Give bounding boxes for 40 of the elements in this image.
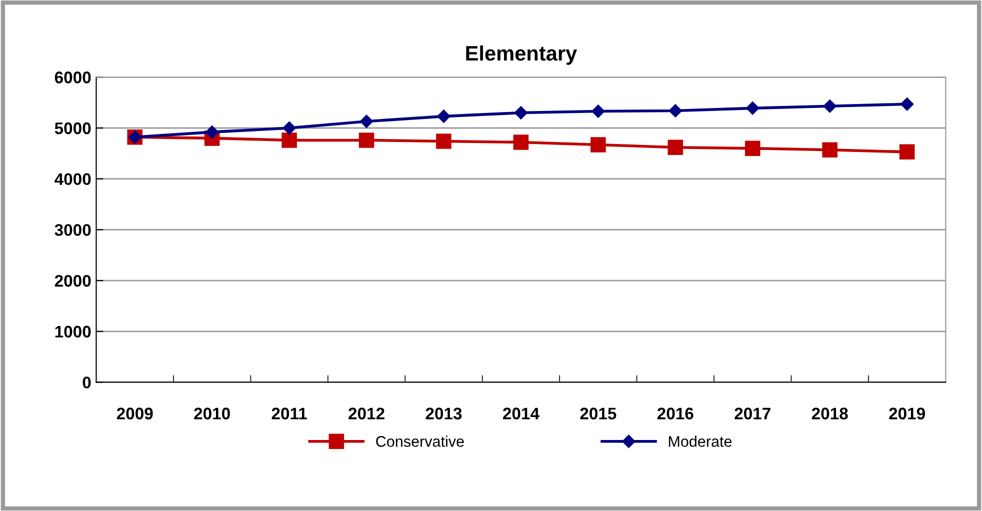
point (205, 125, 219, 139)
point (514, 106, 528, 120)
x-tick-label: 2019 (889, 408, 925, 420)
legend-label: Moderate (668, 436, 732, 447)
y-tick-label: 6000 (54, 72, 91, 84)
x-tick-label: 2013 (426, 408, 462, 420)
y-tick-label: 4000 (54, 173, 91, 186)
point (282, 121, 296, 135)
point (899, 144, 915, 160)
x-tick-label: 2018 (812, 408, 848, 420)
y-tick-label: 3000 (54, 224, 91, 236)
point (823, 100, 836, 113)
x-tick-label: 2011 (272, 408, 307, 420)
y-tick-label: 2000 (54, 274, 91, 287)
chart-title: Elementary (466, 45, 578, 65)
point (282, 132, 297, 148)
y-tick-label: 1000 (55, 326, 91, 338)
point (668, 104, 682, 118)
x-tick-label: 2014 (502, 408, 540, 420)
x-tick-label: 2010 (194, 408, 230, 420)
x-tick-label: 2016 (657, 408, 694, 420)
x-tick-label: 2015 (580, 408, 616, 420)
x-tick-label: 2017 (734, 408, 770, 420)
point (744, 140, 760, 156)
x-tick-label: 2012 (348, 408, 384, 420)
point (360, 114, 374, 128)
legend-label: Conservative (376, 436, 464, 447)
x-tick-label: 2009 (116, 408, 153, 420)
point (513, 134, 529, 150)
point (590, 137, 606, 152)
point (437, 110, 450, 123)
point (592, 104, 605, 118)
point (436, 134, 452, 149)
point (358, 132, 374, 148)
y-tick-label: 0 (82, 376, 91, 388)
point (822, 142, 838, 158)
point (668, 140, 684, 155)
point (900, 98, 914, 111)
y-tick-label: 5000 (54, 122, 91, 134)
point (746, 102, 760, 115)
